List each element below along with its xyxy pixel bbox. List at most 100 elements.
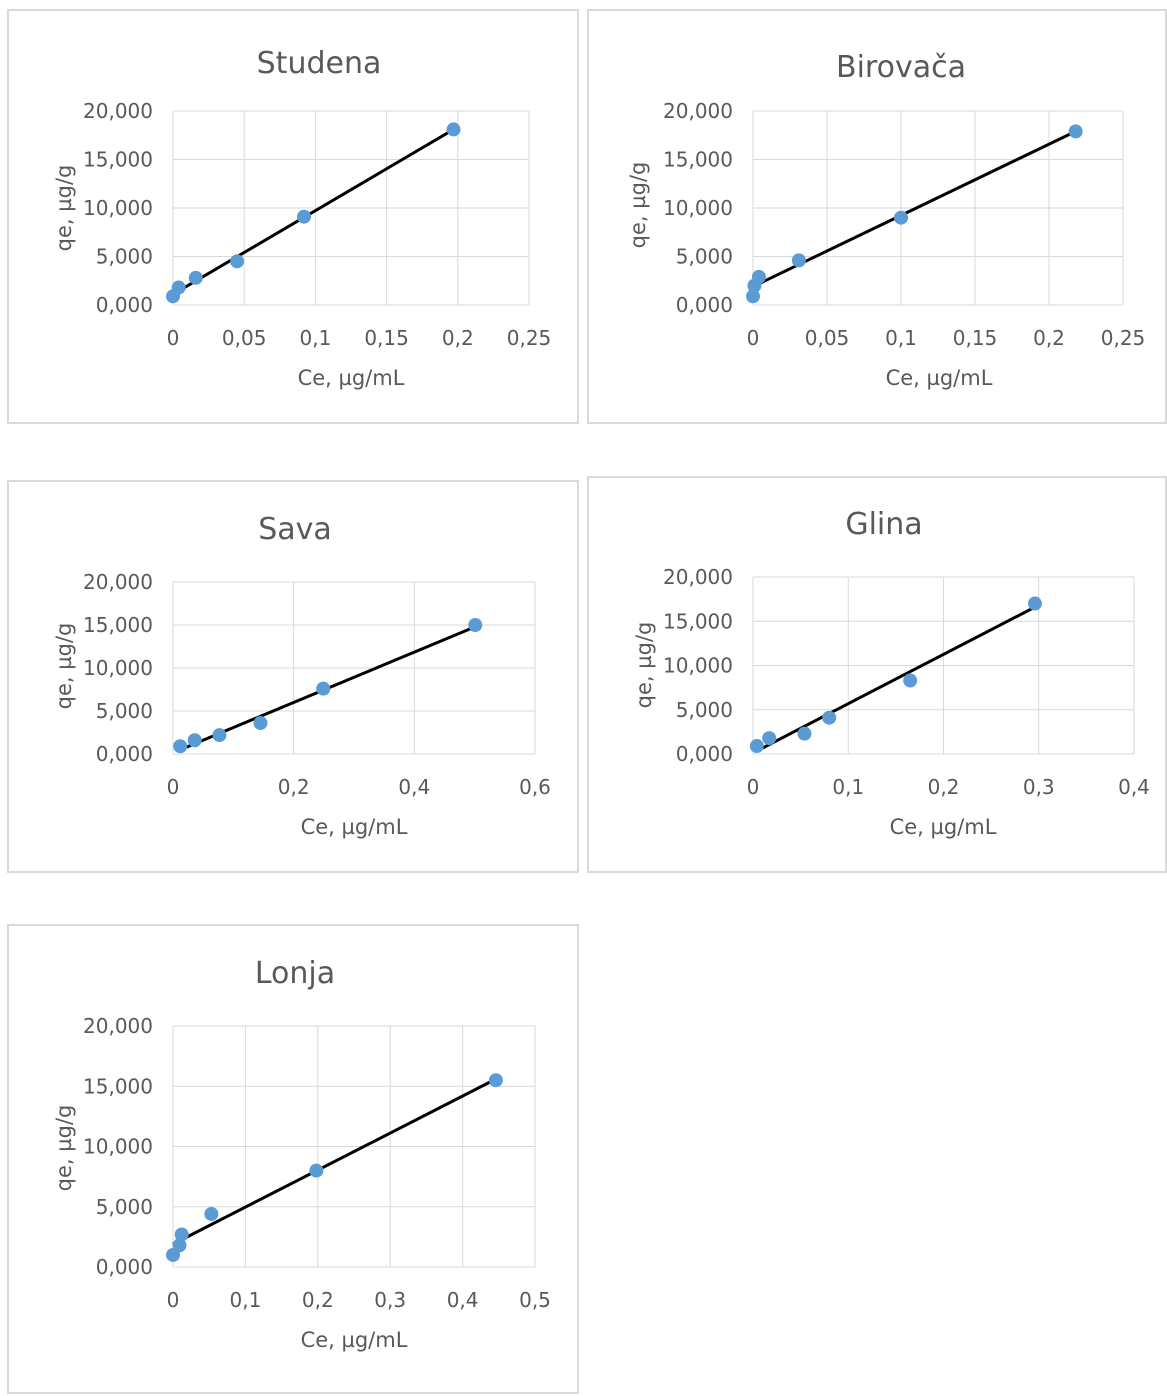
y-tick-label: 20,000 (83, 99, 153, 123)
x-tick-label: 0,4 (1118, 775, 1150, 799)
y-axis-label: qe, µg/g (52, 165, 76, 252)
x-axis-label: Ce, µg/mL (890, 815, 997, 839)
x-tick-label: 0 (167, 775, 180, 799)
y-axis-label: qe, µg/g (626, 162, 650, 249)
x-tick-labels: 0 0,05 0,1 0,15 0,2 0,25 (747, 326, 1146, 350)
y-axis-label: qe, µg/g (52, 1105, 76, 1192)
data-points (166, 1073, 503, 1262)
data-point (187, 733, 202, 748)
data-points (173, 618, 483, 754)
data-point (309, 1163, 324, 1178)
y-tick-label: 5,000 (96, 699, 153, 723)
x-tick-label: 0,3 (1023, 775, 1055, 799)
x-tick-label: 0,2 (302, 1288, 334, 1312)
chart-svg-studena: Studena 0,000 5,000 10,000 15,000 20,000 0 0,… (52, 46, 552, 390)
x-tick-labels: 0 0,1 0,2 0,3 0,4 (747, 775, 1150, 799)
data-point (894, 210, 908, 225)
data-point (446, 122, 461, 137)
y-tick-label: 0,000 (676, 742, 733, 766)
trendline-segment (757, 605, 1036, 752)
y-tick-label: 0,000 (96, 1255, 153, 1279)
y-tick-label: 15,000 (663, 609, 733, 633)
chart-title: Studena (257, 46, 382, 81)
data-point (204, 1206, 219, 1221)
grid-lines (172, 110, 530, 306)
x-tick-label: 0 (747, 326, 760, 350)
chart-panel-studena: Studena 0,000 5,000 10,000 15,000 20,000 0 0,… (7, 9, 579, 424)
chart-svg-sava: Sava 0,000 5,000 10,000 15,000 20,000 0 0,2 0,… (52, 512, 551, 839)
trendline (757, 605, 1036, 752)
x-tick-labels: 0 0,05 0,1 0,15 0,2 0,25 (167, 326, 552, 350)
y-tick-label: 20,000 (83, 1014, 153, 1038)
grid-lines (172, 1025, 536, 1268)
data-point (751, 269, 766, 284)
y-tick-label: 0,000 (96, 742, 153, 766)
trendline-segment (752, 130, 1077, 288)
data-points (746, 124, 1083, 304)
data-point (822, 710, 837, 725)
data-point (488, 1073, 503, 1088)
data-point (188, 270, 203, 285)
data-point (762, 731, 777, 746)
x-axis-label: Ce, µg/mL (886, 366, 993, 390)
x-tick-label: 0,3 (374, 1288, 406, 1312)
y-tick-labels: 0,000 5,000 10,000 15,000 20,000 (83, 1014, 153, 1279)
y-tick-label: 5,000 (96, 1195, 153, 1219)
chart-title: Glina (845, 507, 922, 542)
x-tick-labels: 0 0,2 0,4 0,6 (167, 775, 551, 799)
data-point (173, 739, 188, 754)
grid-lines (172, 581, 536, 755)
grid-lines (752, 576, 1135, 755)
y-axis-label: qe, µg/g (52, 623, 76, 710)
y-tick-label: 5,000 (676, 245, 733, 269)
y-tick-label: 15,000 (83, 613, 153, 637)
data-point (316, 681, 331, 696)
x-axis-label: Ce, µg/mL (301, 815, 408, 839)
x-tick-label: 0,6 (519, 775, 551, 799)
x-tick-labels: 0 0,1 0,2 0,3 0,4 0,5 (167, 1288, 551, 1312)
y-tick-label: 10,000 (83, 196, 153, 220)
data-point (791, 253, 806, 268)
x-tick-label: 0,4 (398, 775, 430, 799)
trendline-segment (172, 1077, 497, 1246)
data-point (797, 726, 812, 741)
data-point (746, 289, 760, 304)
y-tick-label: 10,000 (663, 654, 733, 678)
x-tick-label: 0,1 (299, 326, 331, 350)
trendline (752, 130, 1077, 288)
x-axis-label: Ce, µg/mL (301, 1328, 408, 1352)
data-point (212, 728, 227, 743)
trendline (172, 1077, 497, 1246)
x-tick-label: 0,4 (447, 1288, 479, 1312)
y-tick-label: 15,000 (83, 148, 153, 172)
x-tick-label: 0,05 (805, 326, 850, 350)
y-tick-label: 5,000 (96, 245, 153, 269)
y-axis-label: qe, µg/g (632, 622, 656, 709)
trendline (172, 128, 455, 296)
x-tick-label: 0,5 (519, 1288, 551, 1312)
x-tick-label: 0 (747, 775, 760, 799)
x-tick-label: 0,25 (507, 326, 552, 350)
chart-panel-sava: Sava 0,000 5,000 10,000 15,000 20,000 0 0,2 0,… (7, 480, 579, 873)
y-tick-label: 20,000 (83, 570, 153, 594)
x-tick-label: 0,2 (928, 775, 960, 799)
x-tick-label: 0,1 (832, 775, 864, 799)
x-tick-label: 0,2 (442, 326, 474, 350)
y-tick-label: 10,000 (83, 656, 153, 680)
data-point (1068, 124, 1083, 139)
y-tick-label: 10,000 (83, 1135, 153, 1159)
chart-title: Lonja (255, 956, 335, 991)
data-point (171, 280, 186, 295)
y-tick-labels: 0,000 5,000 10,000 15,000 20,000 (663, 99, 733, 317)
y-tick-label: 20,000 (663, 99, 733, 123)
trendline-segment (172, 128, 455, 296)
x-tick-label: 0,1 (229, 1288, 261, 1312)
data-points (166, 122, 461, 304)
y-tick-labels: 0,000 5,000 10,000 15,000 20,000 (83, 570, 153, 766)
data-point (749, 739, 764, 754)
y-tick-label: 0,000 (676, 293, 733, 317)
data-point (1027, 596, 1042, 611)
